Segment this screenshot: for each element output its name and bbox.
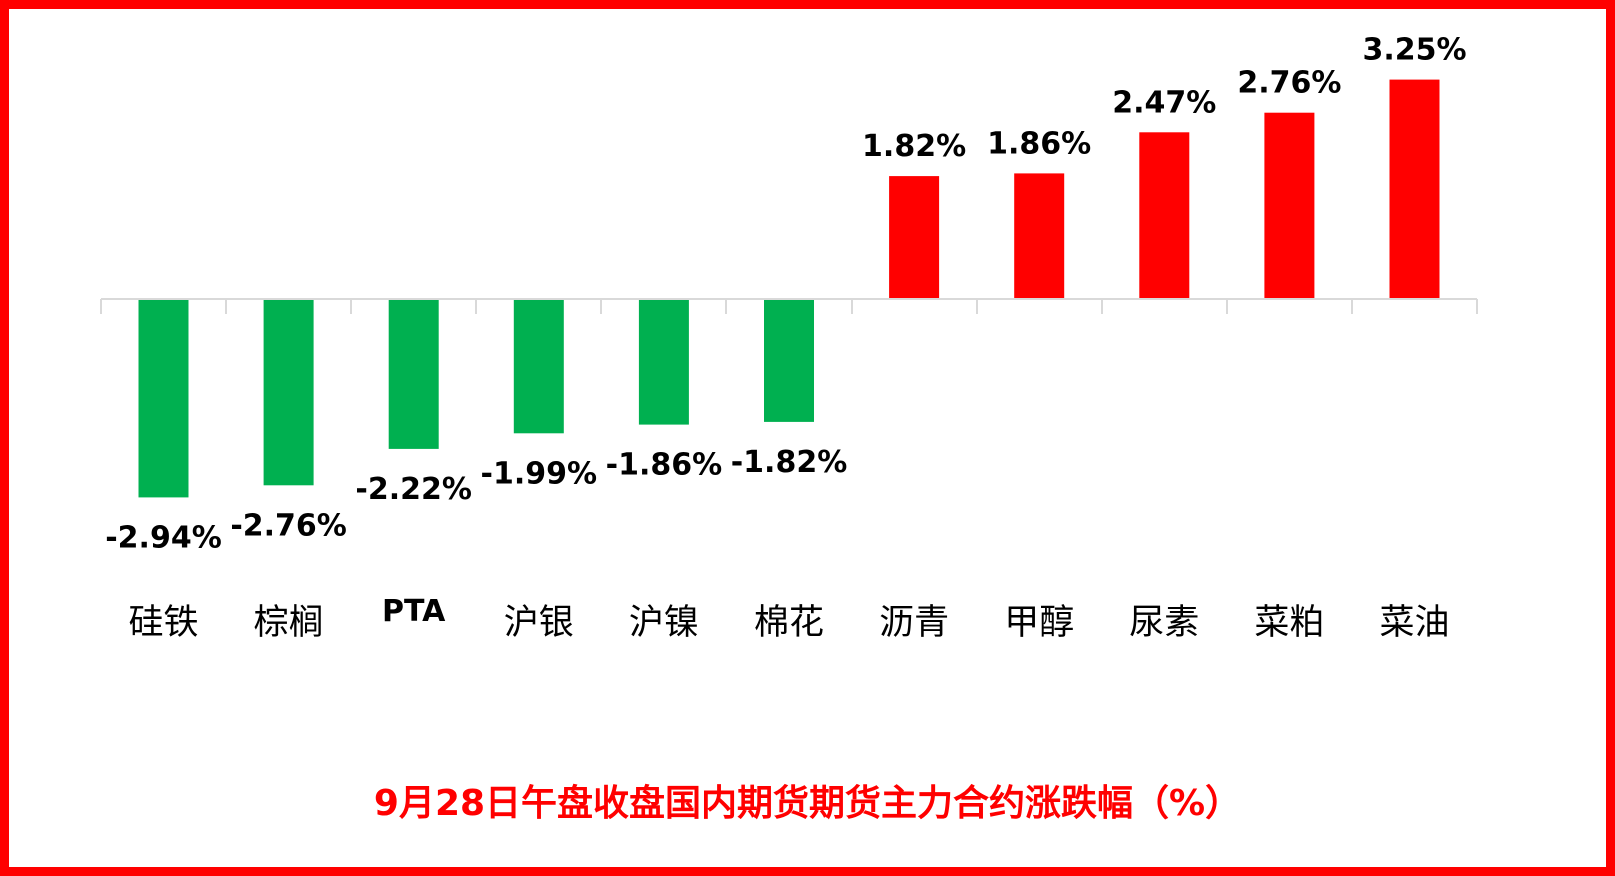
- value-label-7: 1.82%: [862, 129, 966, 164]
- bar-3: [388, 299, 439, 449]
- bar-6: [764, 299, 814, 422]
- category-label-3: PTA: [382, 594, 446, 629]
- category-label-8: 甲醇: [1004, 603, 1074, 643]
- value-label-9: 2.47%: [1112, 85, 1216, 120]
- category-label-1: 硅铁: [128, 603, 198, 643]
- value-label-11: 3.25%: [1362, 33, 1466, 68]
- category-labels-layer: 硅铁 棕榈 PTA 沪银 沪镍 棉花 沥青 甲醇 尿素 菜粕 菜油: [128, 594, 1449, 643]
- category-label-11: 菜油: [1379, 603, 1449, 643]
- bar-1: [138, 299, 189, 498]
- value-label-1: -2.94%: [105, 521, 222, 556]
- bars-layer: [138, 79, 1440, 498]
- value-label-5: -1.86%: [606, 448, 723, 483]
- value-label-2: -2.76%: [230, 508, 347, 543]
- bar-10: [1264, 112, 1315, 299]
- value-label-8: 1.86%: [987, 126, 1091, 161]
- bar-2: [263, 299, 314, 486]
- bar-4: [513, 299, 564, 434]
- category-label-2: 棕榈: [254, 603, 324, 643]
- bar-11: [1389, 79, 1440, 299]
- value-label-6: -1.82%: [731, 445, 848, 480]
- category-label-6: 棉花: [754, 603, 824, 643]
- value-label-10: 2.76%: [1237, 66, 1341, 101]
- bar-7: [889, 176, 940, 299]
- bar-5: [638, 299, 689, 425]
- category-label-5: 沪镍: [629, 603, 699, 643]
- bar-9: [1139, 132, 1190, 299]
- value-label-3: -2.22%: [355, 472, 472, 507]
- chart-title: 9月28日午盘收盘国内期货期货主力合约涨跌幅（%）: [373, 783, 1242, 824]
- value-label-4: -1.99%: [481, 456, 598, 491]
- axis-layer: [100, 298, 1478, 314]
- value-labels-layer: -2.94% -2.76%-2.22% -1.99% -1.86% -1.82% 1.82…: [105, 33, 1466, 556]
- category-label-7: 沥青: [879, 603, 949, 643]
- category-label-10: 菜粕: [1254, 603, 1324, 643]
- category-label-9: 尿素: [1129, 603, 1199, 643]
- bar-8: [1014, 173, 1065, 299]
- category-label-4: 沪银: [504, 603, 574, 643]
